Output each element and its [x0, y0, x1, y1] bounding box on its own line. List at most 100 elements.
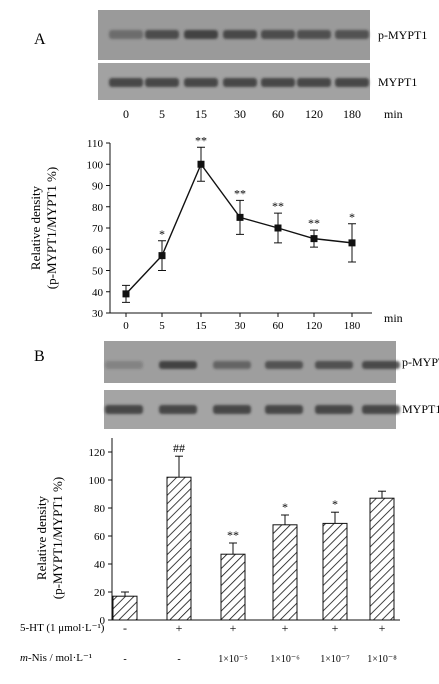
chart-a-y-tick-label: 100 — [87, 159, 104, 171]
chart-a-y-tick-label: 80 — [92, 202, 104, 214]
row-5ht-cell: - — [123, 621, 127, 635]
blot-a-band-pmypt1 — [145, 30, 179, 39]
blot-a-band-mypt1 — [223, 78, 257, 87]
chart-a-point — [348, 239, 356, 247]
chart-b-y-tick-label: 80 — [94, 503, 106, 515]
row-5ht-cell: + — [230, 621, 237, 635]
blot-a-lane-label: 0 — [123, 107, 129, 121]
chart-a-y-tick-label: 30 — [92, 308, 104, 320]
chart-a-point — [158, 252, 166, 260]
blot-b-band-mypt1 — [159, 405, 197, 414]
row-mnis-cell: 1×10⁻⁷ — [320, 654, 350, 665]
chart-a-ylabel-line2: (p-MYPT1/MYPT1 %) — [44, 167, 59, 289]
blot-a-unit-label: min — [384, 107, 403, 121]
blot-a-lane-label: 180 — [343, 107, 361, 121]
blot-b-band-mypt1 — [362, 405, 400, 414]
chart-a-point — [310, 235, 318, 243]
blot-b-band-mypt1 — [265, 405, 303, 414]
blot-a-band-mypt1 — [261, 78, 295, 87]
chart-b-y-tick-label: 60 — [94, 531, 106, 543]
chart-b-ylabel-line1: Relative density — [34, 495, 49, 580]
chart-a-point — [122, 290, 130, 298]
blot-a-band-pmypt1 — [297, 30, 331, 39]
chart-b-y-tick-label: 120 — [89, 447, 106, 459]
chart-b-bar — [272, 524, 298, 621]
chart-a-y-tick-label: 90 — [92, 181, 104, 193]
blot-a-band-pmypt1 — [261, 30, 295, 39]
chart-a-x-tick-label: 60 — [273, 320, 285, 332]
chart-a-significance: ** — [195, 133, 207, 147]
blot-a-band-pmypt1 — [223, 30, 257, 39]
chart-a-significance: * — [349, 210, 355, 224]
chart-a-significance: ** — [234, 186, 246, 200]
chart-b-y-tick-label: 20 — [94, 587, 106, 599]
blot-a-band-pmypt1 — [184, 30, 218, 39]
blot-a-band-mypt1 — [297, 78, 331, 87]
blot-b-band-pmypt1 — [265, 361, 303, 369]
blot-a-band-mypt1 — [335, 78, 369, 87]
chart-a-y-tick-label: 60 — [92, 244, 104, 256]
chart-b-y-tick-label: 40 — [94, 559, 106, 571]
chart-b-bar — [112, 595, 138, 621]
panel-a-label: A — [34, 31, 46, 48]
blot-b-band-pmypt1 — [315, 361, 353, 369]
row-5ht-cell: + — [332, 621, 339, 635]
blot-b-band-mypt1 — [105, 405, 143, 414]
panel-b-blot: p-MYPT1 MYPT1 — [104, 341, 439, 429]
blot-b-band-pmypt1 — [159, 361, 197, 369]
chart-a-x-tick-label: 180 — [344, 320, 361, 332]
chart-b-bar — [322, 522, 348, 621]
row-5ht-cell: + — [176, 621, 183, 635]
blot-a-band-mypt1 — [109, 78, 143, 87]
chart-a-x-tick-label: 5 — [159, 320, 165, 332]
blot-b-band-mypt1 — [213, 405, 251, 414]
treatment-table: 5-HT (1 μmol·L⁻¹) m-Nis / mol·L⁻¹ - + + + + +… — [20, 621, 397, 665]
chart-a-y-tick-label: 40 — [92, 287, 104, 299]
chart-a-significance: ** — [272, 199, 284, 213]
chart-b-y-tick-label: 0 — [100, 615, 106, 627]
chart-b-bar — [220, 553, 246, 621]
blot-a-label-pmypt1: p-MYPT1 — [378, 28, 427, 42]
chart-a-ylabel-line1: Relative density — [28, 185, 43, 270]
chart-b-bar — [369, 497, 395, 621]
blot-a-lane-label: 60 — [272, 107, 284, 121]
chart-a-significance: * — [159, 227, 165, 241]
row-5ht-label: 5-HT (1 μmol·L⁻¹) — [20, 622, 105, 634]
chart-a-significance: ** — [308, 216, 320, 230]
blot-a-band-mypt1 — [184, 78, 218, 87]
chart-a-x-tick-label: 15 — [196, 320, 208, 332]
chart-a-y-tick-label: 110 — [87, 138, 104, 150]
blot-b-band-pmypt1 — [213, 361, 251, 369]
panel-a-blot: p-MYPT1 MYPT1 0 5 15 30 60 120 180 min — [98, 10, 427, 121]
row-mnis-cell: - — [123, 654, 126, 665]
chart-a-x-tick-label: 0 — [123, 320, 129, 332]
chart-a-point — [274, 224, 282, 232]
blot-a-band-pmypt1 — [109, 30, 143, 39]
blot-b-band-pmypt1 — [362, 361, 400, 369]
blot-a-label-mypt1: MYPT1 — [378, 75, 417, 89]
chart-a-x-tick-label: 30 — [235, 320, 247, 332]
row-mnis-cell: 1×10⁻⁶ — [270, 654, 300, 665]
blot-a-lane-label: 30 — [234, 107, 246, 121]
row-5ht-cell: + — [379, 621, 386, 635]
chart-b-y-tick-label: 100 — [89, 475, 106, 487]
chart-a-y-tick-label: 50 — [92, 266, 104, 278]
chart-a-xlabel: min — [384, 311, 403, 325]
blot-b-label-pmypt1: p-MYPT1 — [402, 355, 439, 369]
blot-b-band-pmypt1 — [105, 361, 143, 369]
chart-b-ylabel-line2: (p-MYPT1/MYPT1 %) — [50, 477, 65, 599]
chart-b-bar — [166, 476, 192, 621]
row-mnis-cell: 1×10⁻⁵ — [218, 654, 247, 665]
row-mnis-cell: - — [177, 654, 180, 665]
blot-a-band-mypt1 — [145, 78, 179, 87]
chart-a-y-tick-label: 70 — [92, 223, 104, 235]
chart-b-significance: * — [332, 497, 338, 511]
panel-b-label: B — [34, 348, 45, 365]
blot-b-label-mypt1: MYPT1 — [402, 402, 439, 416]
blot-a-lane-label: 5 — [159, 107, 165, 121]
chart-b-significance: * — [282, 500, 288, 514]
chart-b-significance: ## — [173, 441, 185, 455]
chart-a-point — [236, 213, 244, 221]
